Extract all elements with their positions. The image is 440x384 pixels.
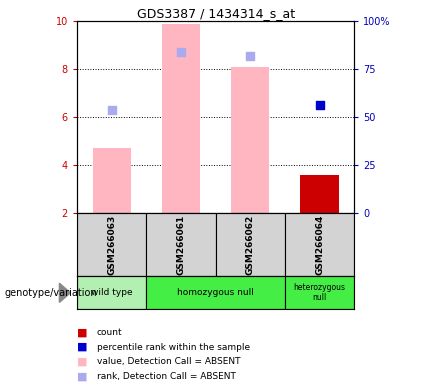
Text: count: count xyxy=(97,328,122,337)
Bar xyxy=(216,213,285,276)
Text: value, Detection Call = ABSENT: value, Detection Call = ABSENT xyxy=(97,357,240,366)
Bar xyxy=(77,213,146,276)
Text: wild type: wild type xyxy=(91,288,132,297)
Point xyxy=(177,49,184,55)
Bar xyxy=(301,175,339,213)
Bar xyxy=(285,276,354,309)
Title: GDS3387 / 1434314_s_at: GDS3387 / 1434314_s_at xyxy=(136,7,295,20)
Text: ■: ■ xyxy=(77,328,88,338)
Bar xyxy=(77,276,146,309)
Point xyxy=(108,107,115,113)
Text: ■: ■ xyxy=(77,342,88,352)
Text: GSM266061: GSM266061 xyxy=(176,215,185,275)
Bar xyxy=(285,213,354,276)
Bar xyxy=(92,148,131,213)
Bar xyxy=(146,276,285,309)
Text: genotype/variation: genotype/variation xyxy=(4,288,97,298)
Bar xyxy=(146,213,216,276)
Text: GSM266064: GSM266064 xyxy=(315,215,324,275)
Text: rank, Detection Call = ABSENT: rank, Detection Call = ABSENT xyxy=(97,372,236,381)
Bar xyxy=(162,23,200,213)
Text: homozygous null: homozygous null xyxy=(177,288,254,297)
Polygon shape xyxy=(59,283,70,303)
Text: GSM266063: GSM266063 xyxy=(107,215,116,275)
Text: heterozygous
null: heterozygous null xyxy=(293,283,345,303)
Bar xyxy=(231,67,269,213)
Text: GSM266062: GSM266062 xyxy=(246,215,255,275)
Point xyxy=(247,53,254,59)
Text: percentile rank within the sample: percentile rank within the sample xyxy=(97,343,250,352)
Text: ■: ■ xyxy=(77,371,88,381)
Text: ■: ■ xyxy=(77,357,88,367)
Point xyxy=(316,102,323,108)
